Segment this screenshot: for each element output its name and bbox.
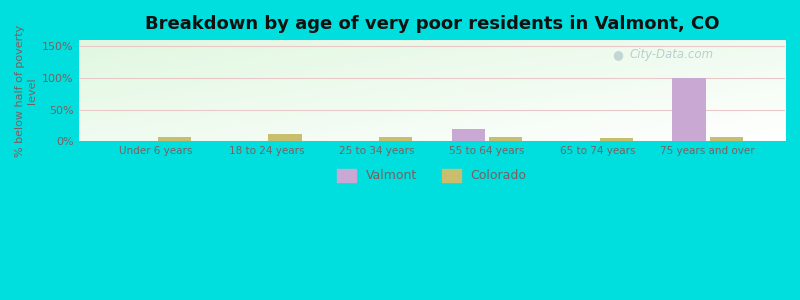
Bar [379,137,412,141]
Bar [269,134,302,141]
Text: ●: ● [612,48,623,61]
Legend: Valmont, Colorado: Valmont, Colorado [332,164,532,188]
Text: City-Data.com: City-Data.com [630,48,714,61]
Bar [710,137,743,141]
Bar [452,128,485,141]
Y-axis label: % below half of poverty
level: % below half of poverty level [15,25,37,157]
Bar [158,137,191,141]
Bar [490,137,522,141]
Bar [673,78,706,141]
Title: Breakdown by age of very poor residents in Valmont, CO: Breakdown by age of very poor residents … [145,15,719,33]
Bar [599,138,633,141]
